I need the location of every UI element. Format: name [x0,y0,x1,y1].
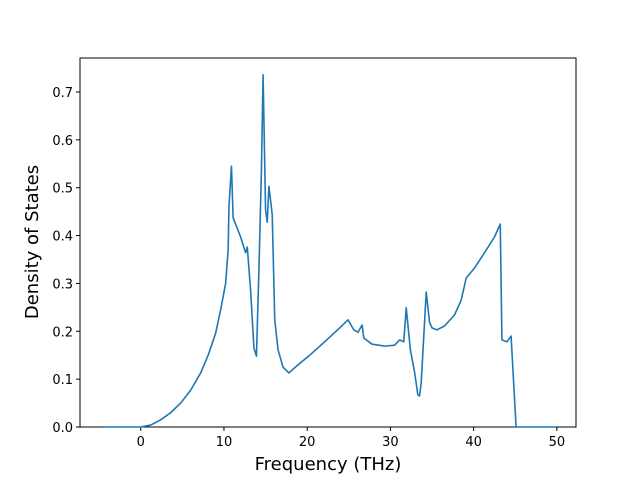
x-tick-label: 10 [216,435,233,450]
x-tick-label: 50 [549,435,566,450]
y-axis-label: Density of States [22,165,43,319]
y-tick-label: 0.2 [52,325,73,340]
x-tick-label: 20 [299,435,316,450]
y-tick-label: 0.6 [52,134,73,149]
y-tick-label: 0.0 [52,421,73,436]
y-tick-label: 0.5 [52,182,73,197]
x-tick-label: 30 [382,435,399,450]
x-axis-label: Frequency (THz) [255,454,402,475]
y-tick-label: 0.7 [52,86,73,101]
plot-frame [79,57,577,428]
line-series [103,73,557,428]
x-tick-label: 40 [465,435,482,450]
y-tick-label: 0.1 [52,373,73,388]
y-tick-label: 0.3 [52,277,73,292]
y-tick-label: 0.4 [52,230,73,245]
x-tick-label: 0 [137,435,145,450]
